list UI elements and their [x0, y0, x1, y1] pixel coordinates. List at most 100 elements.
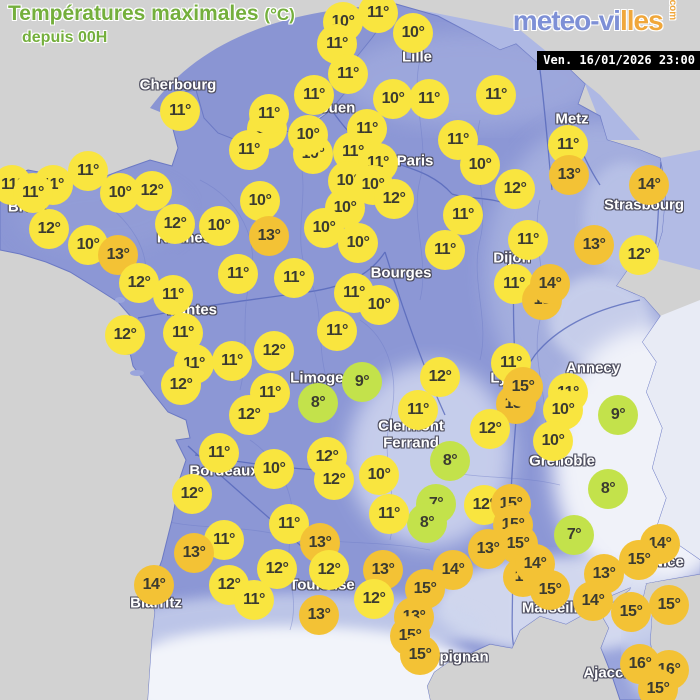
temp-bubble: 12°	[29, 209, 69, 249]
temp-bubble: 7°	[554, 515, 594, 555]
temp-bubble: 10°	[240, 181, 280, 221]
temp-bubble: 10°	[359, 455, 399, 495]
temp-bubble: 15°	[638, 669, 678, 700]
temp-bubble: 13°	[174, 533, 214, 573]
temp-bubble: 11°	[249, 94, 289, 134]
temp-bubble: 12°	[619, 235, 659, 275]
temp-bubble: 12°	[374, 179, 414, 219]
title-text: Températures maximales	[8, 2, 259, 25]
temp-bubble: 12°	[470, 409, 510, 449]
city-label: Strasbourg	[603, 196, 685, 214]
temp-bubble: 11°	[212, 341, 252, 381]
temp-bubble: 15°	[530, 570, 570, 610]
island	[130, 370, 144, 376]
island	[115, 297, 125, 303]
temp-bubble: 11°	[274, 258, 314, 298]
temp-bubble: 9°	[598, 395, 638, 435]
temp-bubble: 12°	[314, 460, 354, 500]
temp-bubble: 12°	[354, 579, 394, 619]
logo-blue-part: meteo-vi	[512, 5, 621, 36]
temp-bubble: 12°	[420, 357, 460, 397]
temp-bubble: 10°	[338, 223, 378, 263]
temp-bubble: 10°	[288, 115, 328, 155]
logo-orange-part: lles	[619, 5, 664, 36]
temp-bubble: 12°	[155, 204, 195, 244]
temp-bubble: 11°	[153, 275, 193, 315]
temp-bubble: 12°	[229, 395, 269, 435]
page-title: Températures maximales (°C)	[8, 2, 295, 26]
temp-bubble: 11°	[234, 580, 274, 620]
temp-bubble: 12°	[161, 365, 201, 405]
temp-bubble: 11°	[218, 254, 258, 294]
temp-bubble: 11°	[199, 433, 239, 473]
temp-bubble: 8°	[588, 469, 628, 509]
temp-bubble: 10°	[304, 208, 344, 248]
temp-bubble: 11°	[229, 130, 269, 170]
temp-bubble: 8°	[298, 383, 338, 423]
page-subtitle: depuis 00H	[22, 29, 108, 46]
temp-bubble: 10°	[460, 145, 500, 185]
temp-bubble: 10°	[393, 13, 433, 53]
temp-bubble: 11°	[508, 220, 548, 260]
temp-bubble: 15°	[503, 367, 543, 407]
temp-bubble: 12°	[254, 331, 294, 371]
city-label: Limoges	[290, 369, 352, 387]
temp-bubble: 11°	[250, 373, 290, 413]
temp-bubble: 11°	[369, 494, 409, 534]
city-label: Metz	[555, 110, 589, 128]
temp-bubble: 15°	[619, 540, 659, 580]
temp-bubble: 14°	[530, 264, 570, 304]
logo-tld: .com	[666, 0, 678, 21]
temp-bubble: 13°	[574, 225, 614, 265]
city-label: Bourges	[370, 264, 432, 282]
meteo-villes-logo[interactable]: meteo-villes .com	[512, 0, 684, 37]
temp-bubble: 11°	[294, 75, 334, 115]
city-label: Ferrand	[383, 434, 439, 452]
temp-bubble: 11°	[425, 230, 465, 270]
temp-bubble: 13°	[249, 216, 289, 256]
city-label: Annecy	[565, 359, 621, 377]
temp-bubble: 11°	[13, 173, 53, 213]
temp-bubble: 12°	[495, 169, 535, 209]
temp-bubble: 14°	[134, 565, 174, 605]
temp-bubble: 14°	[629, 165, 669, 205]
temp-bubble: 10°	[199, 206, 239, 246]
temp-bubble: 14°	[573, 581, 613, 621]
temp-bubble: 12°	[132, 171, 172, 211]
temp-bubble: 12°	[105, 315, 145, 355]
temp-bubble: 10°	[533, 421, 573, 461]
temp-bubble: 11°	[317, 311, 357, 351]
city-label: Cherbourg	[139, 76, 217, 94]
temp-bubble: 12°	[309, 550, 349, 590]
temp-bubble: 12°	[119, 263, 159, 303]
temp-bubble: 12°	[172, 474, 212, 514]
temp-bubble: 13°	[468, 529, 508, 569]
temp-bubble: 15°	[611, 592, 651, 632]
title-unit: (°C)	[264, 5, 295, 24]
title-block: Températures maximales (°C) depuis 00H	[8, 2, 295, 47]
temp-bubble: 10°	[373, 79, 413, 119]
temp-bubble: 9°	[342, 362, 382, 402]
temp-bubble: 11°	[328, 54, 368, 94]
temp-bubble: 11°	[443, 195, 483, 235]
temp-bubble: 11°	[398, 390, 438, 430]
alps-foreign-land	[642, 300, 700, 560]
city-label: Paris	[396, 152, 434, 170]
temp-bubble: 13°	[299, 595, 339, 635]
temp-bubble: 15°	[649, 585, 689, 625]
temp-bubble: 13°	[549, 155, 589, 195]
temp-bubble: 8°	[430, 441, 470, 481]
temp-bubble: 10°	[359, 285, 399, 325]
belgium-land	[420, 10, 640, 140]
temp-bubble: 8°	[407, 503, 447, 543]
temp-bubble: 11°	[476, 75, 516, 115]
temp-bubble: 15°	[400, 635, 440, 675]
temp-bubble: 11°	[409, 79, 449, 119]
temp-bubble: 11°	[494, 264, 534, 304]
temp-bubble: 10°	[254, 449, 294, 489]
timestamp-badge: Ven. 16/01/2026 23:00	[537, 51, 700, 70]
temp-bubble: 11°	[358, 0, 398, 33]
temp-bubble: 11°	[160, 91, 200, 131]
